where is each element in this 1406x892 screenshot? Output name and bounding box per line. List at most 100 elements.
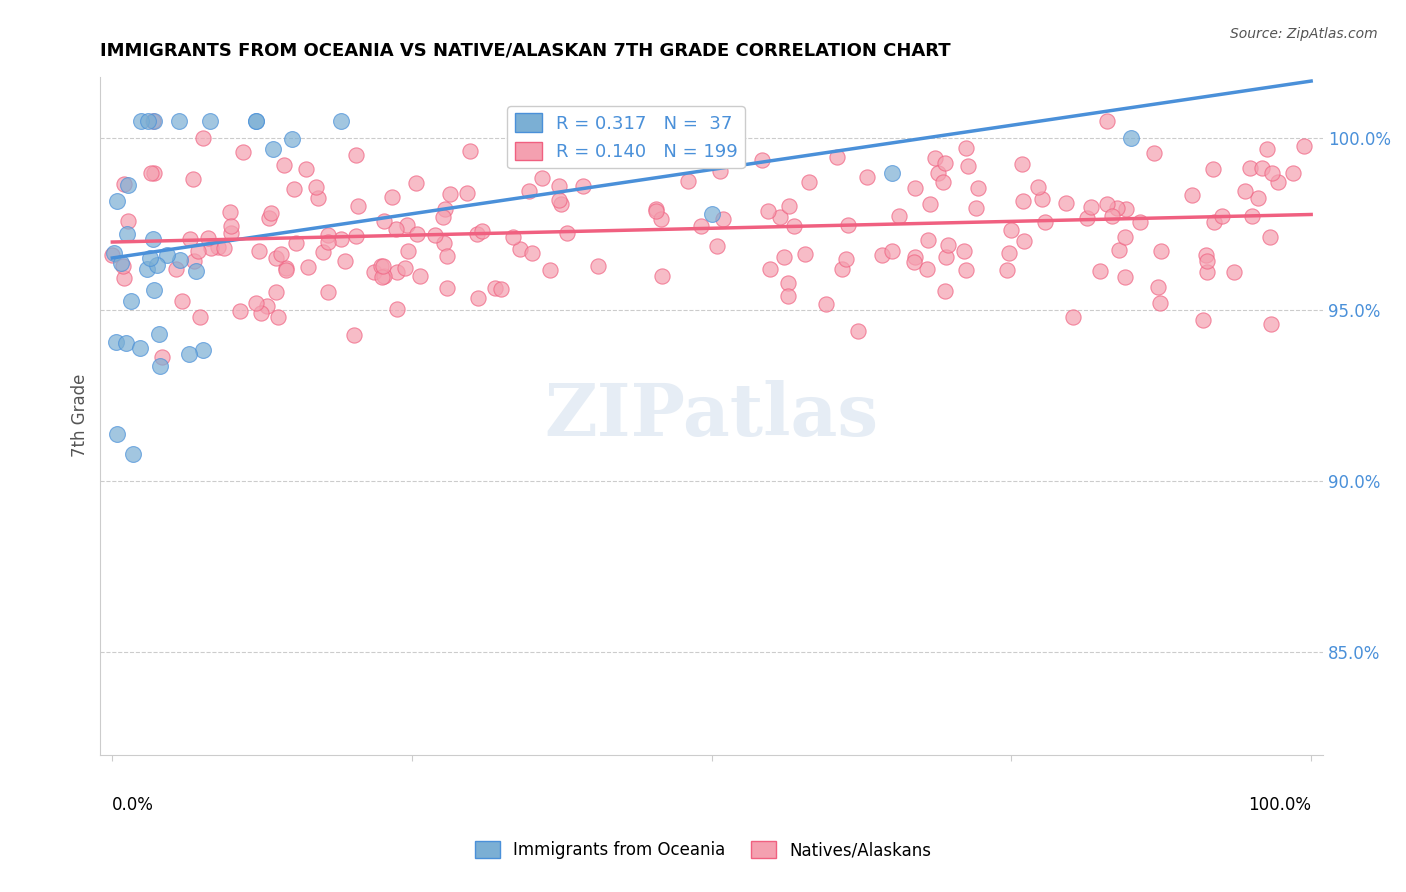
Point xyxy=(918,197,941,211)
Legend: Immigrants from Oceania, Natives/Alaskans: Immigrants from Oceania, Natives/Alaskan… xyxy=(468,834,938,866)
Point xyxy=(1090,264,1112,278)
Point xyxy=(1260,318,1282,332)
Point xyxy=(955,141,977,155)
Point xyxy=(825,150,848,164)
Point xyxy=(484,281,506,295)
Point xyxy=(148,326,170,341)
Point xyxy=(370,259,392,273)
Point xyxy=(436,280,458,294)
Point xyxy=(517,184,540,198)
Point xyxy=(143,166,166,180)
Point xyxy=(491,282,513,296)
Text: IMMIGRANTS FROM OCEANIA VS NATIVE/ALASKAN 7TH GRADE CORRELATION CHART: IMMIGRANTS FROM OCEANIA VS NATIVE/ALASKA… xyxy=(100,42,950,60)
Point xyxy=(571,143,593,157)
Point xyxy=(395,218,418,232)
Point xyxy=(264,252,287,266)
Text: Source: ZipAtlas.com: Source: ZipAtlas.com xyxy=(1230,27,1378,41)
Point xyxy=(778,276,800,290)
Point xyxy=(758,262,780,277)
Point xyxy=(689,219,711,233)
Point xyxy=(924,151,946,165)
Point xyxy=(179,232,201,246)
Point xyxy=(112,177,135,191)
Point xyxy=(139,166,162,180)
Point xyxy=(1197,265,1219,279)
Text: 100.0%: 100.0% xyxy=(1249,796,1312,814)
Point xyxy=(117,178,139,192)
Point xyxy=(267,310,290,325)
Point xyxy=(1114,230,1136,244)
Point xyxy=(1239,161,1261,175)
Point xyxy=(335,253,357,268)
Point xyxy=(138,114,160,128)
Point xyxy=(219,205,242,219)
Point xyxy=(467,291,489,305)
Point xyxy=(212,241,235,255)
Point xyxy=(219,226,242,240)
Point xyxy=(156,247,179,261)
Point xyxy=(145,258,167,272)
Point xyxy=(121,447,143,461)
Point xyxy=(1181,188,1204,202)
Point xyxy=(1197,254,1219,268)
Point xyxy=(799,175,821,189)
Point xyxy=(711,211,734,226)
Point xyxy=(250,305,273,319)
Point xyxy=(262,142,284,156)
Point xyxy=(1149,296,1171,310)
Point xyxy=(256,299,278,313)
Point xyxy=(927,166,949,180)
Point xyxy=(373,259,395,273)
Point xyxy=(1095,196,1118,211)
Point xyxy=(200,241,222,255)
Point xyxy=(706,239,728,253)
Point xyxy=(773,250,796,264)
Point xyxy=(273,159,295,173)
Point xyxy=(285,236,308,251)
Point xyxy=(312,244,335,259)
Point xyxy=(1195,248,1218,262)
Point xyxy=(186,244,208,259)
Point xyxy=(1031,192,1053,206)
Point xyxy=(191,343,214,357)
Point xyxy=(769,210,792,224)
Point xyxy=(363,265,385,279)
Point xyxy=(1234,185,1257,199)
Point xyxy=(794,247,817,261)
Point xyxy=(651,269,673,284)
Point xyxy=(229,304,252,318)
Point xyxy=(544,120,567,135)
Point xyxy=(520,246,543,260)
Point xyxy=(1150,244,1173,258)
Point xyxy=(257,211,280,225)
Point xyxy=(1012,194,1035,208)
Point xyxy=(1054,196,1077,211)
Point xyxy=(406,227,429,242)
Point xyxy=(316,227,339,242)
Point xyxy=(1267,175,1289,189)
Point xyxy=(1129,215,1152,229)
Point xyxy=(456,186,478,200)
Point xyxy=(998,245,1021,260)
Point xyxy=(117,213,139,227)
Point xyxy=(935,250,957,264)
Point xyxy=(626,134,648,148)
Point xyxy=(425,227,447,242)
Point xyxy=(1095,114,1118,128)
Point xyxy=(700,206,723,220)
Point xyxy=(129,342,152,356)
Point xyxy=(297,260,319,274)
Point xyxy=(394,260,416,275)
Point xyxy=(149,359,172,374)
Point xyxy=(1107,201,1129,215)
Point xyxy=(344,148,367,162)
Point xyxy=(274,261,297,276)
Point xyxy=(142,114,165,128)
Point xyxy=(1033,215,1056,229)
Point xyxy=(1241,210,1264,224)
Point xyxy=(179,346,201,360)
Point xyxy=(344,228,367,243)
Point xyxy=(135,261,157,276)
Point xyxy=(835,252,858,266)
Point xyxy=(1062,310,1084,325)
